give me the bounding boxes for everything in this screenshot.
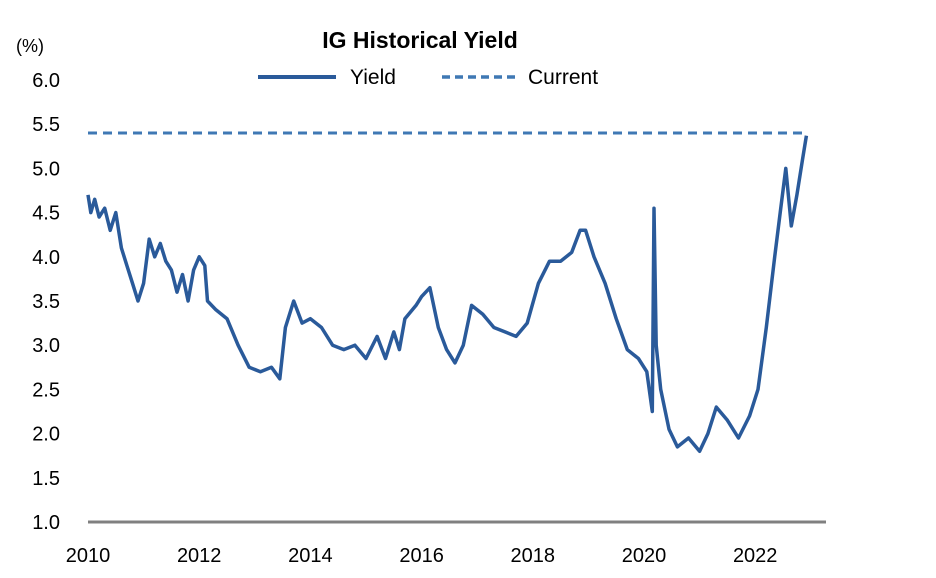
y-tick-label: 1.0	[32, 512, 60, 534]
x-tick-label: 2022	[733, 545, 778, 567]
y-tick-label: 3.0	[32, 335, 60, 357]
y-axis-ticks: 1.0 1.5 2.0 2.5 3.0 3.5 4.0 4.5 5.0 5.5 6.0	[32, 70, 60, 534]
x-tick-label: 2010	[66, 545, 111, 567]
x-tick-label: 2018	[511, 545, 556, 567]
legend: Yield Current	[258, 66, 598, 89]
y-tick-label: 6.0	[32, 70, 60, 92]
chart-title: IG Historical Yield	[322, 27, 518, 53]
y-tick-label: 5.5	[32, 114, 60, 136]
x-axis-ticks: 2010 2012 2014 2016 2018 2020 2022	[66, 545, 778, 567]
y-tick-label: 2.5	[32, 379, 60, 401]
legend-label-current: Current	[528, 66, 598, 89]
x-tick-label: 2016	[399, 545, 444, 567]
y-tick-label: 3.5	[32, 291, 60, 313]
legend-label-yield: Yield	[350, 66, 396, 89]
x-tick-label: 2014	[288, 545, 333, 567]
y-tick-label: 1.5	[32, 468, 60, 490]
y-tick-label: 4.5	[32, 203, 60, 225]
y-tick-label: 5.0	[32, 158, 60, 180]
y-tick-label: 4.0	[32, 247, 60, 269]
series-line-yield	[86, 135, 809, 454]
y-tick-label: 2.0	[32, 424, 60, 446]
x-tick-label: 2012	[177, 545, 222, 567]
x-tick-label: 2020	[622, 545, 667, 567]
y-axis-unit: (%)	[16, 36, 44, 56]
